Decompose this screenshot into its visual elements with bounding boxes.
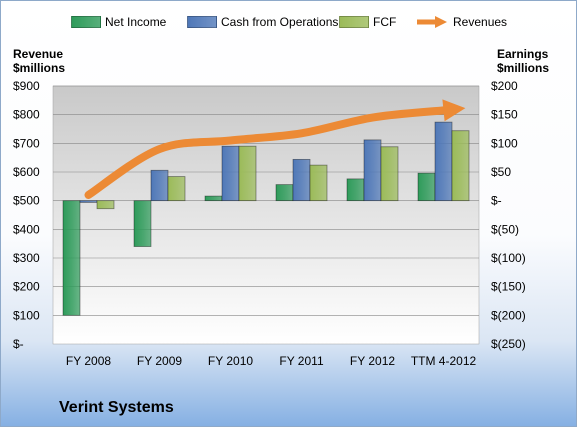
bar-cash-from-operations — [221, 145, 240, 202]
left-tick-label: $400 — [13, 222, 40, 236]
right-tick-label: $150 — [491, 108, 518, 122]
right-tick-label: $200 — [491, 79, 518, 93]
legend-item-revenues: Revenues — [415, 15, 507, 29]
bar-net-income — [62, 200, 81, 316]
bar-cash-from-operations — [292, 158, 311, 202]
bar-fcf — [96, 200, 115, 210]
bar-cash-from-operations — [363, 139, 382, 202]
left-tick-label: $600 — [13, 165, 40, 179]
right-axis-title: Earnings $millions — [497, 47, 549, 75]
bar-fcf — [167, 176, 186, 202]
legend-swatch — [71, 16, 101, 28]
legend-item-net-income: Net Income — [71, 15, 166, 29]
bar-fcf — [451, 130, 470, 202]
right-tick-label: $(150) — [491, 280, 526, 294]
bar-cash-from-operations — [79, 200, 98, 203]
left-axis-title: Revenue $millions — [13, 47, 65, 75]
left-axis-title-line1: Revenue — [13, 47, 64, 61]
bar-cash-from-operations — [150, 169, 169, 202]
legend-arrow-icon — [417, 16, 447, 28]
right-tick-label: $(50) — [491, 222, 519, 236]
right-tick-label: $(200) — [491, 308, 526, 322]
revenues-line — [84, 106, 448, 199]
legend-label: Cash from Operations — [221, 15, 339, 29]
legend-item-fcf: FCF — [339, 15, 396, 29]
x-tick-label: FY 2010 — [208, 354, 253, 368]
right-tick-label: $(250) — [491, 337, 526, 351]
bar-net-income — [275, 184, 294, 202]
chart-legend: Net Income Cash from Operations FCF Revenue… — [71, 15, 541, 35]
bar-fcf — [238, 145, 257, 202]
legend-swatch — [339, 16, 369, 28]
legend-swatch — [187, 16, 217, 28]
left-tick-label: $800 — [13, 108, 40, 122]
revenues-arrowhead — [442, 99, 466, 122]
legend-label: Revenues — [453, 15, 508, 29]
right-tick-label: $50 — [491, 165, 511, 179]
bar-fcf — [380, 146, 399, 202]
right-tick-label: $100 — [491, 136, 518, 150]
bar-cash-from-operations — [434, 121, 453, 202]
left-tick-label: $200 — [13, 280, 40, 294]
company-name: Verint Systems — [59, 399, 174, 416]
x-tick-label: FY 2011 — [279, 354, 324, 368]
x-tick-label: FY 2012 — [350, 354, 395, 368]
x-tick-label: TTM 4-2012 — [411, 354, 477, 368]
left-tick-label: $100 — [13, 308, 40, 322]
bar-net-income — [346, 178, 365, 202]
legend-label: Net Income — [105, 15, 167, 29]
x-tick-label: FY 2008 — [66, 354, 111, 368]
legend-item-cash-from-operations: Cash from Operations — [187, 15, 338, 29]
left-axis-title-line2: $millions — [13, 61, 66, 75]
left-tick-label: $900 — [13, 79, 40, 93]
right-tick-label: $(100) — [491, 251, 526, 265]
left-tick-label: $700 — [13, 136, 40, 150]
legend-label: FCF — [373, 15, 397, 29]
left-tick-label: $500 — [13, 194, 40, 208]
right-axis-title-line1: Earnings — [497, 47, 549, 61]
right-axis-title-line2: $millions — [497, 61, 550, 75]
left-tick-label: $300 — [13, 251, 40, 265]
bar-fcf — [309, 164, 328, 202]
bar-net-income — [417, 172, 436, 202]
right-tick-label: $- — [491, 194, 502, 208]
x-tick-label: FY 2009 — [137, 354, 182, 368]
bar-net-income — [133, 200, 152, 247]
plot-area — [52, 85, 480, 345]
left-tick-label: $- — [13, 337, 24, 351]
bar-net-income — [204, 195, 223, 202]
